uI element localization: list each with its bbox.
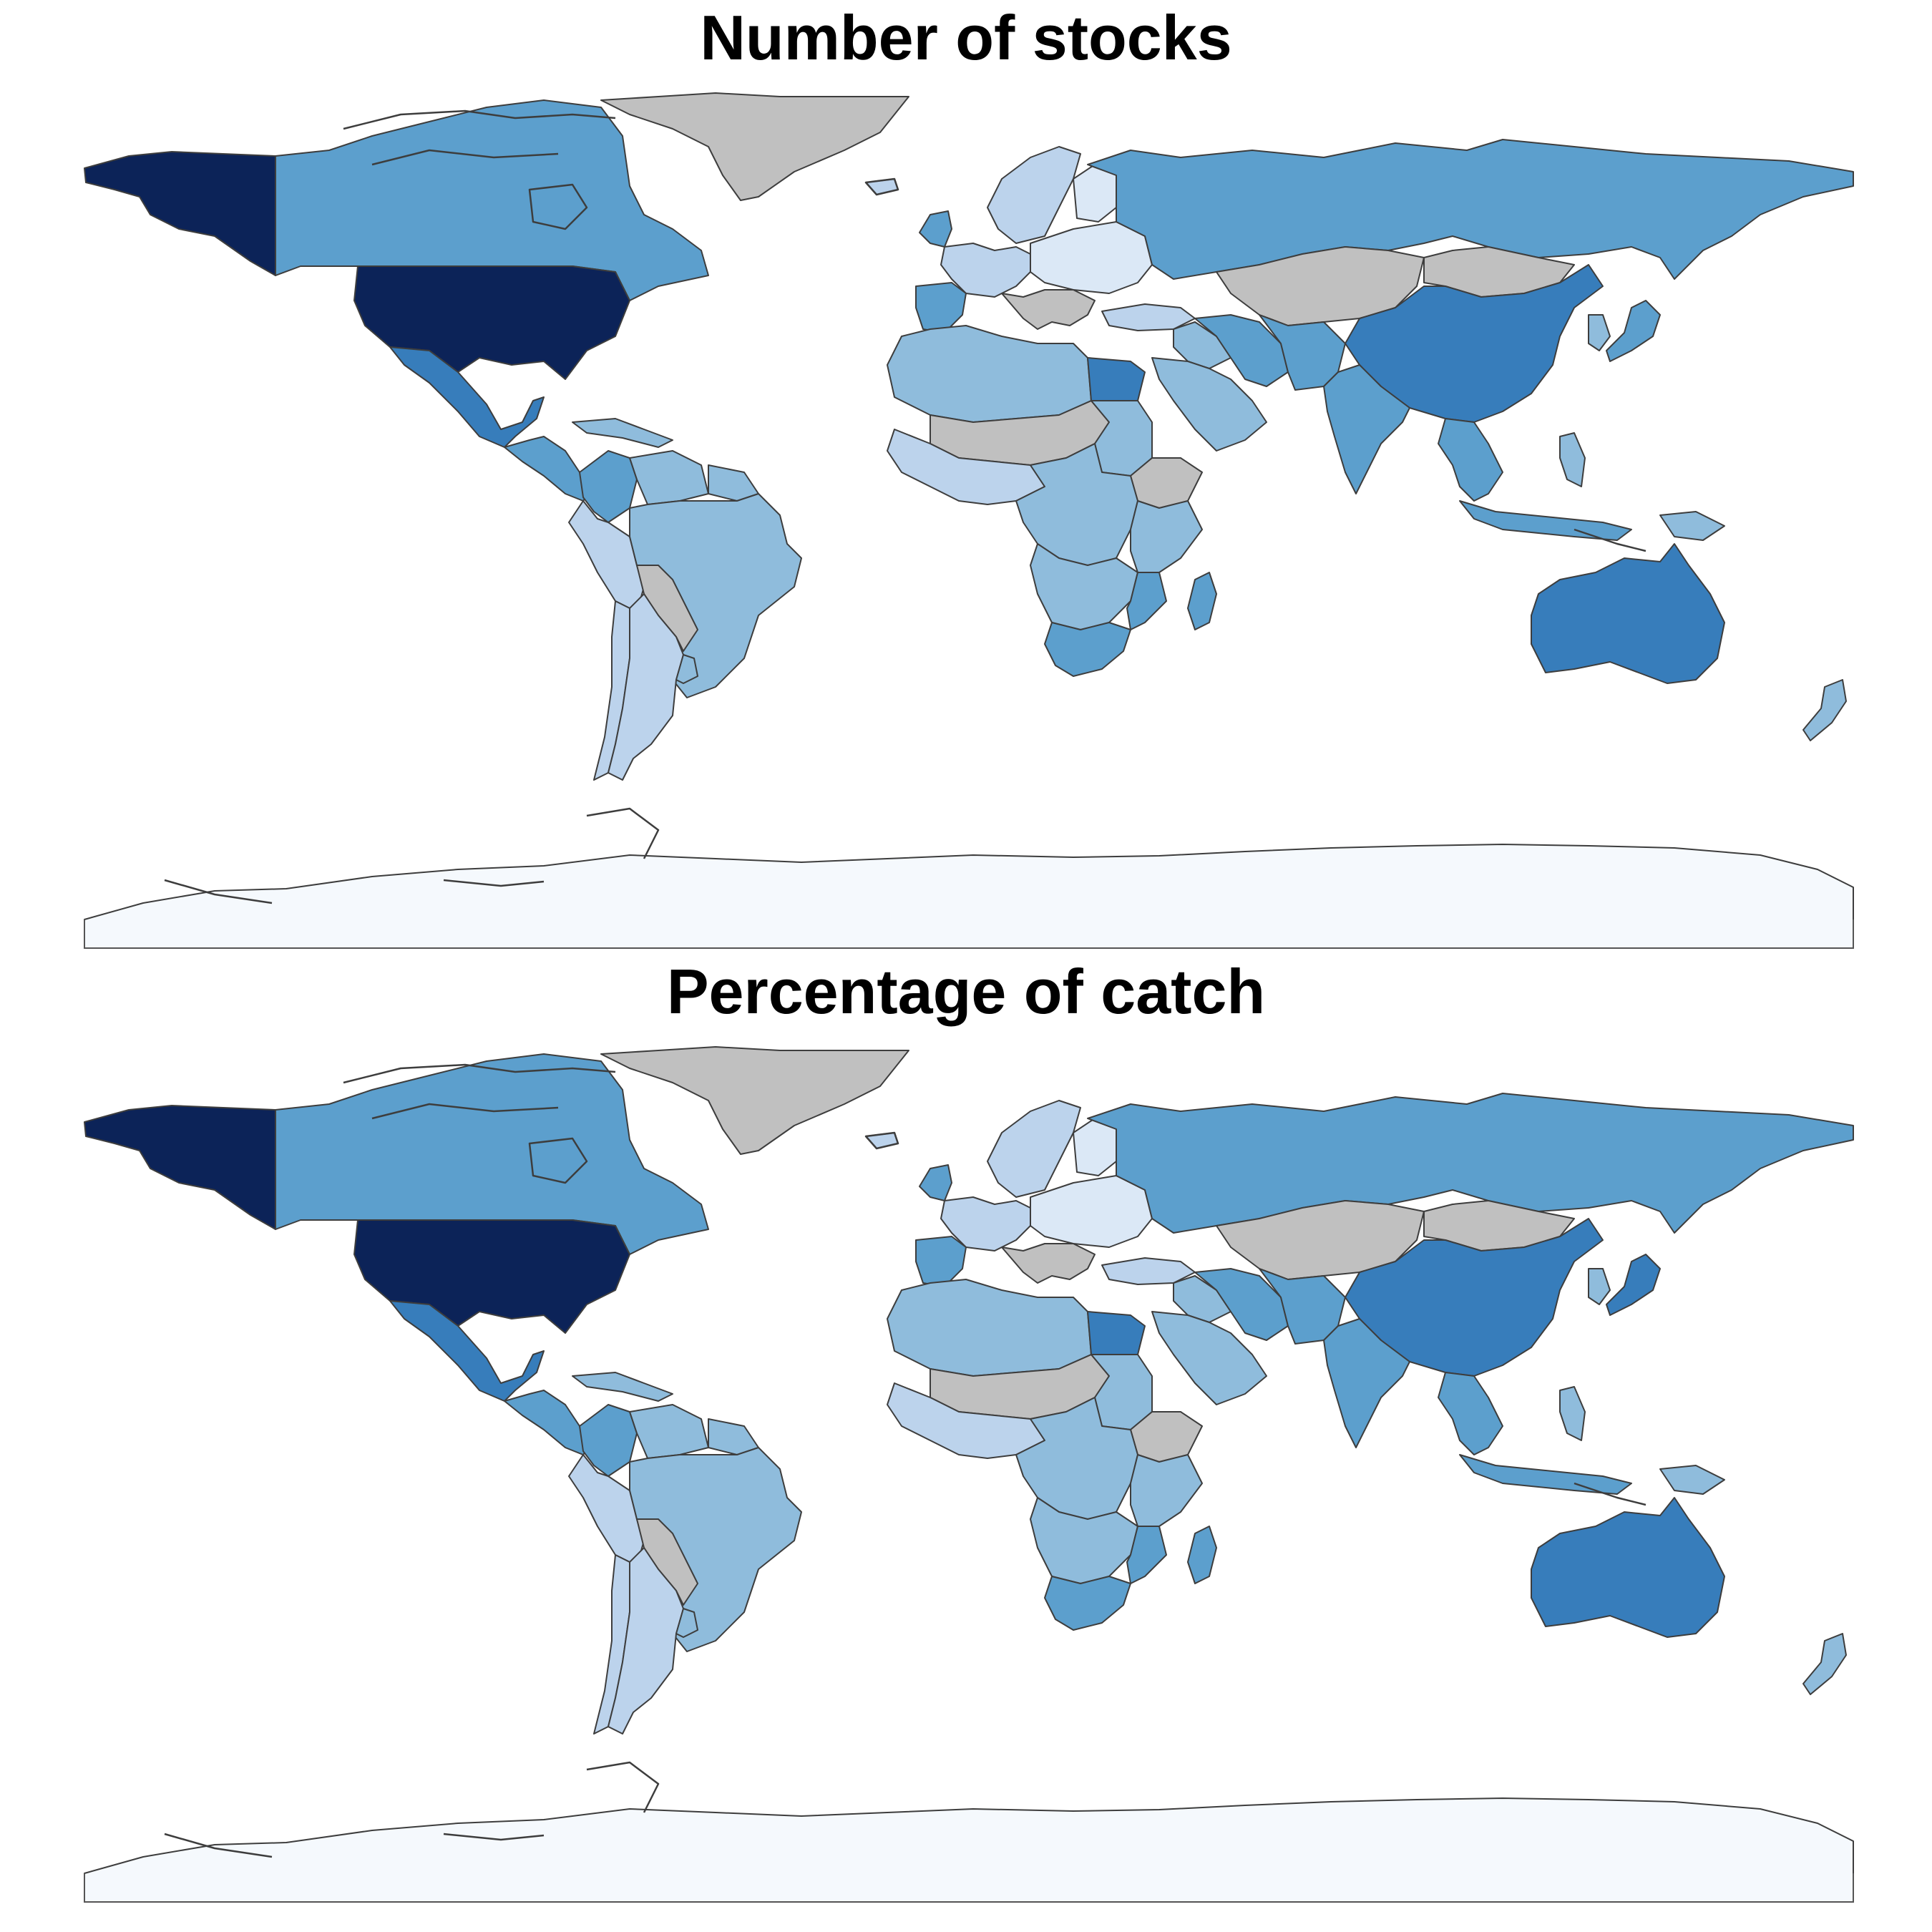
coastline-detail <box>586 807 660 859</box>
region-east-africa <box>1130 1454 1203 1527</box>
region-indonesia <box>1459 1454 1632 1495</box>
map-frame <box>84 919 1854 949</box>
region-turkey <box>1101 1257 1196 1285</box>
region-philippines <box>1559 432 1586 487</box>
region-japan <box>1606 300 1661 362</box>
region-scandinavia <box>987 146 1081 244</box>
region-southern-africa <box>1030 1497 1138 1584</box>
region-venezuela <box>629 450 709 505</box>
region-south-africa <box>1044 1576 1131 1631</box>
coastline-detail <box>864 177 899 196</box>
region-greenland <box>600 92 909 201</box>
region-iberia <box>915 282 967 333</box>
region-uruguay <box>675 1608 698 1638</box>
region-philippines <box>1559 1386 1586 1441</box>
region-png <box>1659 1465 1725 1495</box>
region-east-africa <box>1130 500 1203 573</box>
region-southern-africa <box>1030 543 1138 630</box>
region-western-europe <box>940 243 1031 298</box>
region-southeast-asia <box>1438 418 1503 502</box>
region-korea <box>1588 1268 1611 1305</box>
coastline-detail <box>1574 528 1646 552</box>
region-iberia <box>915 1236 967 1287</box>
region-turkey <box>1101 303 1196 331</box>
region-argentina <box>608 1547 684 1735</box>
region-southeast-asia <box>1438 1372 1503 1455</box>
region-iran <box>1194 314 1289 387</box>
coastline-detail <box>864 1131 899 1150</box>
region-alaska <box>84 151 276 276</box>
region-arabia <box>1151 1311 1267 1405</box>
region-alaska <box>84 1105 276 1230</box>
region-scandinavia <box>987 1100 1081 1198</box>
coastline-detail <box>343 1063 616 1084</box>
region-india <box>1323 1318 1410 1448</box>
region-mexico <box>389 346 545 448</box>
region-central-america <box>504 436 595 502</box>
coastline-detail <box>343 109 616 130</box>
region-north-africa <box>887 1279 1092 1377</box>
world-map-number-of-stocks <box>84 92 1854 949</box>
region-greenland <box>600 1046 909 1155</box>
region-caribbean <box>572 1372 673 1402</box>
region-australia <box>1531 1497 1725 1638</box>
region-new-zealand <box>1802 679 1847 741</box>
region-korea <box>1588 314 1611 351</box>
region-australia <box>1531 543 1725 684</box>
region-eastern-europe <box>1030 221 1153 294</box>
region-argentina <box>608 593 684 781</box>
coastline-detail <box>371 1103 559 1120</box>
map-frame <box>84 1873 1854 1903</box>
region-italy-balkans <box>1001 289 1096 330</box>
region-iran <box>1194 1268 1289 1341</box>
region-madagascar <box>1187 572 1217 630</box>
region-antarctica <box>84 844 1854 949</box>
region-arabia <box>1151 357 1267 452</box>
coastline-detail <box>528 183 588 230</box>
region-uk-ireland <box>919 1164 952 1201</box>
region-madagascar <box>1187 1526 1217 1584</box>
region-caribbean <box>572 418 673 448</box>
map-title-number-of-stocks: Number of stocks <box>700 2 1232 73</box>
region-eastern-europe <box>1030 1175 1153 1248</box>
region-mexico <box>389 1300 545 1402</box>
region-italy-balkans <box>1001 1243 1096 1284</box>
region-egypt <box>1087 1311 1146 1355</box>
region-western-europe <box>940 1196 1031 1252</box>
region-middle-east <box>1173 1275 1231 1323</box>
world-map-percentage-of-catch <box>84 1046 1854 1903</box>
region-japan <box>1606 1254 1661 1316</box>
region-uk-ireland <box>919 210 952 248</box>
region-middle-east <box>1173 321 1231 369</box>
region-new-zealand <box>1802 1633 1847 1695</box>
region-png <box>1659 511 1725 541</box>
region-central-america <box>504 1390 595 1455</box>
region-south-africa <box>1044 622 1131 677</box>
region-indonesia <box>1459 500 1632 541</box>
coastline-detail <box>371 149 559 166</box>
region-mozambique <box>1126 572 1167 630</box>
coastline-detail <box>164 879 273 904</box>
region-antarctica <box>84 1797 1854 1903</box>
region-india <box>1323 364 1410 494</box>
map-title-percentage-of-catch: Percentage of catch <box>666 956 1266 1027</box>
coastline-detail <box>443 1833 545 1841</box>
coastline-detail <box>164 1833 273 1858</box>
region-mozambique <box>1126 1526 1167 1584</box>
coastline-detail <box>586 1761 660 1813</box>
region-usa <box>353 265 630 380</box>
region-uruguay <box>675 654 698 684</box>
region-north-africa <box>887 325 1092 423</box>
coastline-detail <box>443 879 545 887</box>
region-usa <box>353 1219 630 1334</box>
region-egypt <box>1087 357 1146 401</box>
coastline-detail <box>528 1137 588 1184</box>
region-venezuela <box>629 1404 709 1459</box>
coastline-detail <box>1574 1482 1646 1506</box>
